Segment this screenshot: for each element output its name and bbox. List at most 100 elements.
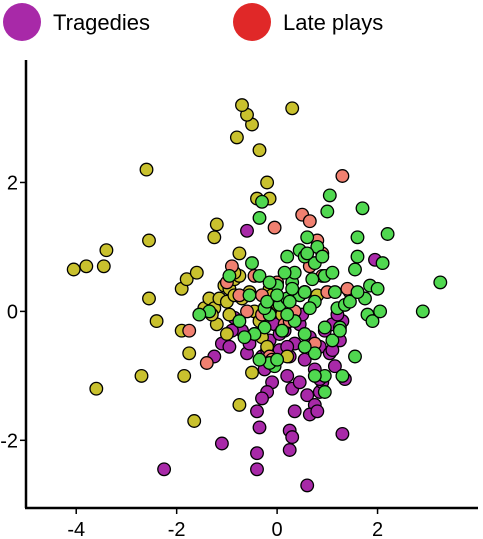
data-points: [66, 98, 448, 493]
data-point: [327, 359, 342, 374]
data-point: [285, 101, 300, 116]
data-point: [222, 339, 237, 354]
data-point: [142, 233, 156, 248]
data-point: [214, 436, 229, 451]
data-point: [317, 385, 332, 399]
data-point: [317, 320, 332, 335]
data-point: [182, 323, 197, 338]
data-point: [365, 314, 380, 329]
data-point: [292, 375, 307, 390]
data-point: [257, 320, 272, 335]
data-point: [199, 356, 214, 370]
data-point: [350, 249, 365, 264]
data-point: [187, 414, 202, 428]
legend-marker: [3, 3, 41, 41]
data-point: [242, 288, 257, 303]
data-point: [240, 304, 254, 319]
data-point: [142, 291, 156, 306]
data-point: [300, 230, 315, 245]
data-point: [350, 285, 365, 300]
data-point: [373, 304, 388, 319]
data-point: [245, 365, 259, 380]
data-point: [348, 262, 362, 277]
legend-marker: [233, 3, 271, 41]
data-point: [335, 426, 350, 441]
data-point: [300, 478, 315, 493]
data-point: [245, 256, 259, 271]
data-point: [302, 301, 317, 316]
data-point: [325, 333, 340, 348]
data-point: [134, 368, 149, 383]
data-point: [260, 294, 275, 309]
data-point: [99, 243, 114, 258]
data-point: [192, 307, 207, 322]
data-point: [433, 275, 448, 290]
data-point: [355, 201, 370, 216]
data-point: [235, 98, 249, 113]
data-point: [232, 397, 247, 412]
data-point: [149, 314, 164, 329]
legend-label: Tragedies: [53, 10, 150, 35]
data-point: [207, 230, 222, 245]
data-point: [302, 214, 317, 229]
data-point: [250, 446, 264, 461]
data-point: [280, 368, 295, 383]
data-point: [229, 130, 244, 145]
data-point: [285, 281, 300, 296]
data-point: [297, 327, 312, 341]
data-point: [179, 272, 194, 287]
data-point: [250, 462, 264, 477]
axis-ticks: -4 -2 0 2 2 0 -2: [0, 172, 383, 539]
data-point: [280, 249, 295, 264]
data-point: [177, 368, 192, 383]
data-point: [280, 307, 295, 322]
data-point: [232, 314, 247, 329]
data-point: [252, 143, 267, 158]
data-point: [325, 265, 340, 280]
data-point: [189, 265, 204, 280]
axes: [24, 60, 478, 510]
data-point: [350, 230, 365, 245]
data-point: [79, 259, 94, 274]
y-tick-label: 0: [7, 301, 18, 323]
legend: Tragedies Late plays: [3, 3, 383, 41]
data-point: [209, 217, 224, 232]
data-point: [222, 268, 237, 283]
y-tick-label: -2: [0, 430, 18, 452]
data-point: [252, 352, 267, 367]
data-point: [287, 404, 302, 419]
data-point: [139, 162, 154, 177]
data-point: [335, 368, 350, 383]
data-point: [270, 288, 285, 303]
data-point: [300, 388, 315, 403]
data-point: [320, 204, 335, 219]
data-point: [370, 281, 385, 296]
data-point: [307, 368, 322, 383]
data-point: [96, 259, 111, 274]
data-point: [270, 352, 285, 367]
data-point: [250, 404, 264, 419]
data-point: [297, 339, 312, 354]
data-point: [66, 262, 81, 277]
data-point: [89, 381, 104, 396]
data-point: [282, 443, 297, 457]
data-point: [342, 294, 357, 309]
data-point: [332, 323, 347, 338]
data-point: [157, 462, 172, 477]
data-point: [219, 327, 234, 341]
data-point: [335, 169, 350, 183]
data-point: [327, 285, 342, 300]
data-point: [348, 349, 362, 364]
x-tick-label: -2: [168, 519, 186, 539]
data-point: [240, 223, 254, 238]
data-point: [182, 346, 197, 361]
data-point: [282, 294, 297, 309]
data-point: [252, 210, 267, 225]
x-tick-label: -4: [67, 519, 85, 539]
data-point: [275, 323, 290, 338]
data-point: [305, 272, 320, 287]
data-point: [255, 391, 269, 406]
data-point: [255, 194, 269, 209]
data-point: [267, 220, 282, 235]
data-point: [322, 188, 337, 203]
